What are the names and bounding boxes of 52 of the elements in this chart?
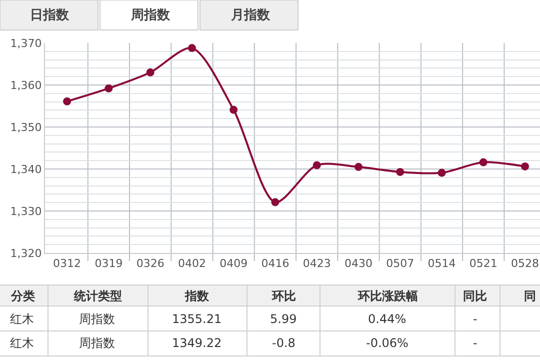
x-tick-label: 0326 bbox=[136, 257, 164, 270]
x-tick-label: 0514 bbox=[428, 257, 456, 270]
point bbox=[312, 161, 321, 170]
text: 周指数 bbox=[79, 312, 115, 326]
x-tick-label: 0423 bbox=[302, 257, 331, 270]
x-tick-label: 0507 bbox=[386, 257, 414, 270]
point bbox=[354, 162, 362, 171]
text: -0.8 bbox=[272, 336, 296, 350]
text: 1355.21 bbox=[172, 312, 222, 326]
y-tick-label: 1,340 bbox=[10, 162, 42, 176]
point bbox=[146, 68, 154, 76]
text: 同 bbox=[524, 289, 536, 303]
text: 月指数 bbox=[230, 8, 271, 23]
x-tick-label: 0402 bbox=[178, 257, 206, 270]
text: 红木 bbox=[10, 336, 34, 350]
x-tick-label: 0521 bbox=[469, 257, 498, 270]
point bbox=[188, 44, 196, 52]
x-tick-label: 0319 bbox=[94, 257, 123, 270]
y-tick-label: 1,320 bbox=[10, 246, 42, 260]
text: 环比涨跌幅 bbox=[357, 289, 418, 303]
text: 环比 bbox=[271, 289, 296, 303]
point bbox=[104, 84, 113, 92]
text: 周指数 bbox=[79, 336, 115, 350]
text: 日指数 bbox=[30, 8, 70, 23]
x-tick-label: 0409 bbox=[220, 257, 248, 270]
text: -0.06% bbox=[366, 336, 408, 350]
y-tick-label: 1,360 bbox=[10, 78, 42, 92]
text: 同比 bbox=[463, 289, 487, 303]
point bbox=[479, 158, 488, 166]
text: - bbox=[473, 336, 478, 350]
y-tick-label: 1,330 bbox=[10, 204, 42, 218]
x-tick-label: 0430 bbox=[344, 257, 372, 270]
text: 1349.22 bbox=[172, 336, 222, 350]
text: 5.99 bbox=[270, 312, 297, 326]
text: 周指数 bbox=[130, 8, 171, 23]
text: 指数 bbox=[184, 289, 210, 303]
text: 分类 bbox=[10, 289, 35, 303]
point bbox=[230, 106, 238, 114]
x-tick-label: 0416 bbox=[261, 257, 290, 270]
point bbox=[271, 198, 280, 206]
text: 红木 bbox=[10, 312, 34, 326]
point bbox=[438, 168, 446, 177]
text: - bbox=[473, 312, 478, 326]
point bbox=[396, 168, 404, 176]
y-tick-label: 1,350 bbox=[10, 120, 42, 134]
y-tick-label: 1,370 bbox=[10, 36, 42, 50]
text: 0.44% bbox=[368, 312, 406, 326]
point bbox=[521, 162, 530, 170]
text: 统计类型 bbox=[73, 289, 122, 303]
x-tick-label: 0528 bbox=[511, 257, 540, 270]
x-tick-label: 0312 bbox=[53, 257, 82, 270]
point bbox=[63, 97, 72, 106]
